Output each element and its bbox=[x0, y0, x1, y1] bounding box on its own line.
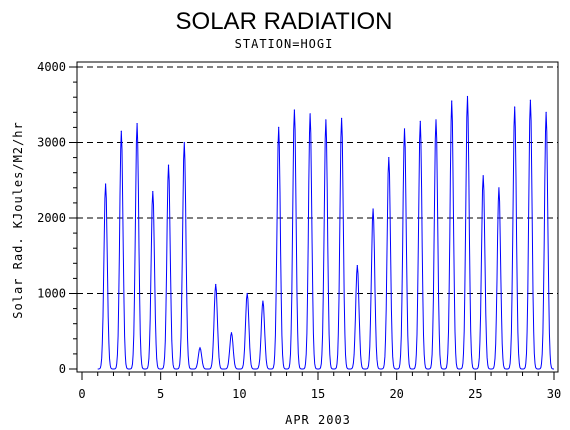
y-tick-label: 3000 bbox=[37, 136, 66, 150]
x-tick-label: 25 bbox=[468, 387, 482, 401]
x-tick-label: 20 bbox=[389, 387, 403, 401]
daily-peak-point bbox=[167, 164, 170, 166]
daily-peak-point bbox=[152, 190, 154, 193]
daily-peak-point bbox=[403, 128, 406, 130]
daily-peak-point bbox=[545, 111, 547, 113]
daily-peak-point bbox=[356, 264, 358, 267]
y-axis: 0 1000 2000 3000 4000 bbox=[37, 60, 77, 376]
daily-peak-point bbox=[183, 141, 185, 144]
daily-peak-point bbox=[215, 283, 217, 286]
daily-peak-point bbox=[451, 100, 453, 102]
y-axis-label: Solar Rad. KJoules/M2/hr bbox=[11, 121, 25, 318]
radiation-series-line bbox=[97, 96, 554, 370]
y-tick-label: 4000 bbox=[37, 60, 66, 74]
grid-lines bbox=[77, 66, 558, 294]
daily-peak-point bbox=[309, 113, 311, 115]
daily-peak-point bbox=[435, 119, 437, 121]
daily-peak-point bbox=[341, 117, 343, 119]
daily-peak-point bbox=[230, 332, 233, 334]
x-tick-label: 15 bbox=[311, 387, 325, 401]
x-tick-label: 30 bbox=[547, 387, 561, 401]
series-layer bbox=[97, 95, 554, 370]
daily-peak-point bbox=[105, 183, 107, 185]
daily-peak-point bbox=[246, 292, 248, 295]
daily-peak-point bbox=[199, 347, 201, 349]
x-tick-label: 10 bbox=[232, 387, 246, 401]
y-tick-label: 2000 bbox=[37, 211, 66, 225]
x-tick-label: 0 bbox=[78, 387, 85, 401]
daily-peak-point bbox=[388, 157, 390, 159]
daily-peak-point bbox=[482, 175, 484, 177]
daily-peak-point bbox=[325, 119, 327, 121]
daily-peak-point bbox=[278, 126, 280, 128]
daily-peak-point bbox=[262, 300, 264, 302]
x-axis-label: APR 2003 bbox=[285, 413, 351, 427]
daily-peak-point bbox=[136, 123, 138, 125]
y-tick-label: 0 bbox=[59, 362, 66, 376]
y-tick-label: 1000 bbox=[37, 287, 66, 301]
x-axis: 0 5 10 15 20 25 30 bbox=[78, 372, 561, 401]
daily-peak-point bbox=[120, 130, 122, 132]
daily-peak-point bbox=[498, 187, 500, 189]
chart-subtitle: STATION=HOGI bbox=[235, 37, 334, 51]
daily-peak-point bbox=[529, 99, 532, 101]
daily-peak-point bbox=[419, 120, 421, 122]
chart-title: SOLAR RADIATION bbox=[176, 8, 393, 35]
daily-peak-point bbox=[293, 109, 295, 111]
daily-peak-point bbox=[372, 208, 374, 210]
x-tick-label: 5 bbox=[157, 387, 164, 401]
daily-peak-point bbox=[466, 95, 469, 98]
daily-peak-point bbox=[514, 106, 516, 108]
